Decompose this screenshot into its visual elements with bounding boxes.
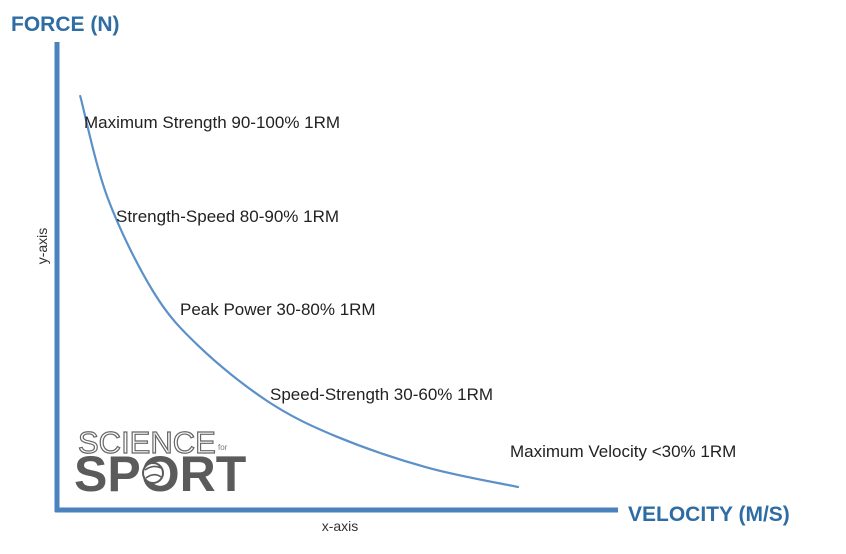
science-for-sport-logo: SCIENCE for SPORT: [74, 424, 246, 502]
zone-label-speed-strength: Speed-Strength 30-60% 1RM: [270, 385, 493, 404]
zone-label-strength-speed: Strength-Speed 80-90% 1RM: [116, 207, 339, 226]
y-axis-title: FORCE (N): [11, 13, 120, 36]
force-velocity-curve: [79, 94, 520, 489]
x-axis-title: VELOCITY (M/S): [628, 503, 790, 526]
zone-label-maximum-strength: Maximum Strength 90-100% 1RM: [84, 113, 340, 132]
ball-icon: [142, 462, 164, 484]
x-axis-note: x-axis: [322, 518, 359, 534]
zone-label-maximum-velocity: Maximum Velocity <30% 1RM: [510, 442, 736, 461]
zone-label-peak-power: Peak Power 30-80% 1RM: [180, 300, 376, 319]
logo-text-science: SCIENCE: [78, 425, 216, 460]
y-axis-note: y-axis: [34, 228, 50, 265]
logo-text-for: for: [218, 443, 228, 452]
